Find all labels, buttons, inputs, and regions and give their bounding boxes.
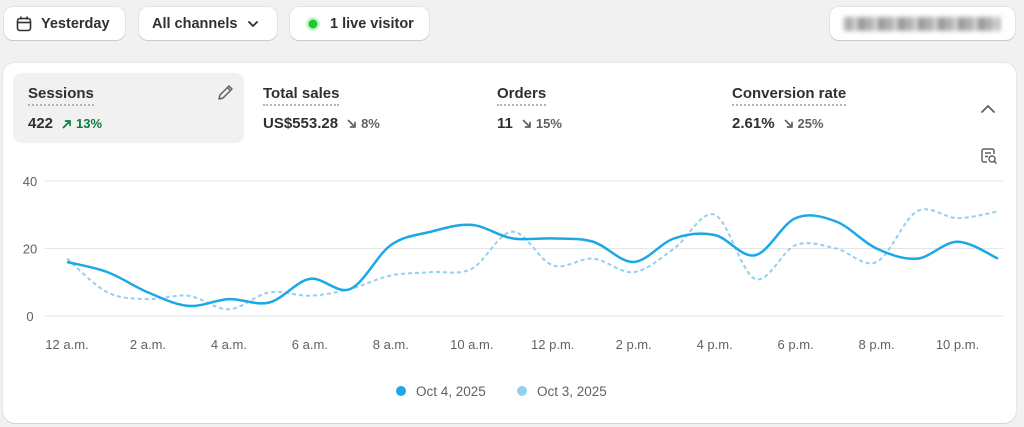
x-tick-label: 6 a.m. [292, 337, 328, 352]
x-tick-label: 10 a.m. [450, 337, 493, 352]
metric-change-value: 25% [797, 116, 824, 131]
x-tick-label: 2 a.m. [130, 337, 166, 352]
metric-tile[interactable]: Total sales US$553.28 8% [248, 73, 479, 143]
store-button[interactable] [830, 7, 1015, 40]
metric-label: Sessions [28, 85, 94, 106]
arrow-up-icon [62, 119, 71, 128]
x-tick-label: 2 p.m. [616, 337, 652, 352]
metric-tile[interactable]: Sessions 422 13% [13, 73, 244, 143]
arrow-down-icon [347, 119, 356, 128]
metric-value: US$553.28 [263, 115, 339, 132]
arrow-down-icon [522, 119, 531, 128]
y-tick-label: 40 [23, 174, 37, 189]
metric-change-value: 13% [76, 116, 103, 131]
metric-change-value: 8% [361, 116, 380, 131]
live-label: 1 live visitor [330, 15, 414, 32]
x-tick-label: 4 a.m. [211, 337, 247, 352]
metric-change-value: 15% [535, 116, 562, 131]
metric-value: 422 [28, 115, 54, 132]
legend-label: Oct 4, 2025 [416, 384, 486, 399]
metric-tile[interactable]: Conversion rate 2.61% 25% [717, 73, 948, 143]
line-series [66, 208, 999, 311]
calendar-icon [16, 16, 32, 31]
metric-label: Orders [497, 85, 547, 106]
metric-tile-highlight [13, 73, 244, 143]
metric-row: US$553.28 8% [263, 115, 380, 132]
metric-change: 13% [61, 116, 102, 131]
metric-value: 2.61% [732, 115, 775, 132]
metric-tile[interactable]: Orders 11 15% [482, 73, 713, 143]
metric-change: 15% [521, 116, 562, 131]
metric-value: 11 [497, 115, 513, 132]
y-tick-label: 0 [26, 309, 33, 324]
x-tick-label: 10 p.m. [936, 337, 979, 352]
metric-row: 2.61% 25% [732, 115, 824, 132]
date-label: Yesterday [41, 15, 110, 32]
chart-lookup-icon[interactable] [981, 148, 998, 165]
edit-icon[interactable] [218, 85, 233, 100]
y-tick-label: 20 [23, 242, 37, 257]
x-tick-label: 4 p.m. [697, 337, 733, 352]
metric-change: 25% [783, 116, 824, 131]
metric-label: Conversion rate [732, 85, 847, 106]
collapse-chevron[interactable] [981, 105, 995, 113]
date-button[interactable]: Yesterday [4, 7, 125, 40]
x-tick-label: 12 p.m. [531, 337, 574, 352]
metric-change: 8% [346, 116, 380, 131]
x-tick-label: 8 a.m. [373, 337, 409, 352]
live-visitors-button[interactable]: 1 live visitor [290, 7, 429, 40]
channels-label: All channels [152, 15, 238, 32]
arrow-down-icon [784, 119, 793, 128]
x-tick-label: 12 a.m. [45, 337, 88, 352]
chevron-down [248, 20, 259, 27]
live-dot [306, 16, 320, 31]
metric-row: 11 15% [497, 115, 562, 132]
line-series [66, 214, 999, 308]
blurred-store-name [844, 16, 1000, 31]
metric-label: Total sales [263, 85, 340, 106]
legend-swatch [396, 386, 406, 396]
legend-swatch [517, 386, 527, 396]
x-tick-label: 6 p.m. [778, 337, 814, 352]
legend-label: Oct 3, 2025 [537, 384, 607, 399]
x-tick-label: 8 p.m. [859, 337, 895, 352]
metric-row: 422 13% [28, 115, 102, 132]
channels-button[interactable]: All channels [139, 7, 277, 40]
